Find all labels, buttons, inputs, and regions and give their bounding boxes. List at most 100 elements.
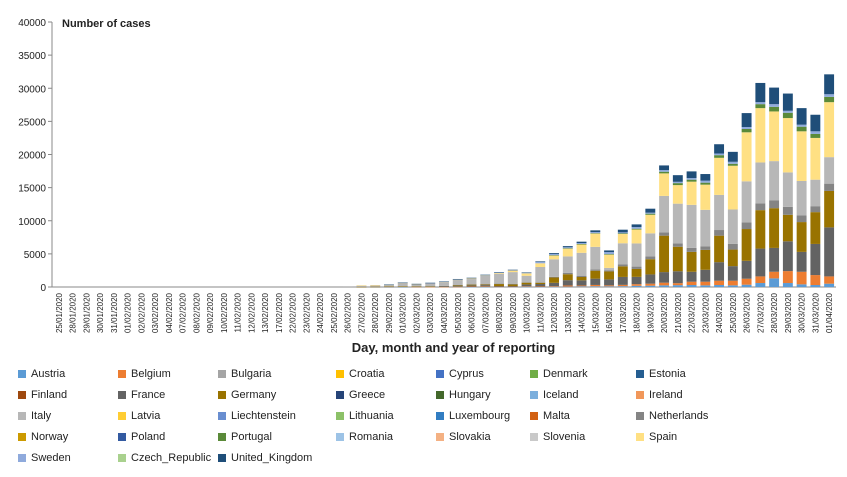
legend-item: Ireland	[636, 389, 683, 401]
y-tick-label: 5000	[24, 250, 47, 261]
legend-label: Spain	[649, 431, 678, 443]
bar-segment-germany	[796, 222, 807, 252]
bar-segment-netherlands	[645, 256, 656, 260]
bar-segment-sweden	[604, 252, 615, 255]
legend-label: Latvia	[131, 410, 161, 422]
bar-segment-france	[672, 271, 683, 284]
x-tick-label: 30/03/2020	[798, 292, 807, 333]
bar-segment-germany	[452, 285, 463, 287]
bar-segment-spain	[356, 285, 367, 286]
x-tick-label: 30/01/2020	[96, 292, 105, 333]
bar-segment-italy	[700, 209, 711, 247]
legend-item: Czech_Republic	[118, 452, 211, 464]
bar-segment-portugal	[549, 255, 559, 256]
bar-segment-sweden	[810, 131, 821, 134]
bar-segment-belgium	[466, 286, 477, 288]
bar-segment-italy	[507, 272, 518, 285]
bar-segment-portugal	[672, 183, 683, 186]
bar-segment-france	[824, 227, 835, 277]
bar-segment-germany	[755, 210, 766, 249]
bar-segment-italy	[480, 275, 491, 285]
bar-segment-belgium	[549, 286, 559, 287]
legend-swatch	[636, 370, 644, 378]
bar-segment-united-kingdom	[755, 82, 766, 103]
legend-label: Netherlands	[649, 410, 709, 422]
bar-segment-united-kingdom	[810, 114, 821, 132]
bar-segment-france	[384, 286, 394, 288]
bar-segment-austria	[727, 285, 738, 287]
legend-label: Hungary	[449, 389, 491, 401]
legend-label: Croatia	[349, 368, 385, 380]
bar-segment-netherlands	[562, 272, 573, 275]
bar-segment-united-kingdom	[549, 253, 559, 254]
bar-segment-united-kingdom	[466, 277, 477, 279]
bar-segment-united-kingdom	[700, 174, 711, 181]
bar-segment-belgium	[631, 284, 642, 286]
bar-segment-portugal	[796, 126, 807, 132]
bar-segment-netherlands	[769, 200, 780, 209]
bar-segment-sweden	[714, 153, 725, 156]
bar-segment-france	[480, 285, 491, 287]
bar-segment-netherlands	[466, 284, 477, 285]
legend-label: Lithuania	[349, 410, 394, 422]
bar-segment-sweden	[645, 212, 656, 214]
bar-segment-belgium	[480, 286, 491, 287]
bar-segment-france	[714, 262, 725, 281]
bar-segment-belgium	[535, 286, 546, 287]
x-tick-label: 17/02/2020	[275, 292, 284, 333]
bar-segment-portugal	[659, 171, 670, 174]
x-tick-label: 05/03/2020	[454, 292, 463, 333]
y-tick-label: 15000	[18, 184, 46, 195]
bar-segment-germany	[466, 284, 477, 286]
bar-segment-netherlands	[452, 285, 463, 286]
bar-segment-germany	[370, 286, 381, 288]
bar-segment-spain	[466, 278, 477, 280]
legend-swatch	[18, 370, 26, 378]
bar-segment-italy	[439, 282, 449, 286]
bar-segment-france	[521, 284, 532, 287]
bar-segment-netherlands	[824, 183, 835, 191]
x-tick-label: 13/03/2020	[564, 292, 573, 333]
bar-segment-france	[645, 274, 656, 284]
bar-segment-italy	[549, 259, 559, 277]
bar-segment-portugal	[824, 96, 835, 103]
x-tick-label: 28/01/2020	[69, 292, 78, 333]
legend-swatch	[530, 433, 538, 441]
bar-segment-belgium	[494, 286, 504, 288]
legend-item: Luxembourg	[436, 410, 510, 422]
bar-segment-sweden	[700, 180, 711, 183]
x-tick-label: 26/03/2020	[743, 292, 752, 333]
bar-segment-austria	[824, 283, 835, 287]
bar-segment-germany	[356, 286, 367, 288]
bar-segment-spain	[521, 273, 532, 276]
legend-item: Netherlands	[636, 410, 708, 422]
bar-segment-sweden	[480, 275, 491, 276]
x-tick-label: 04/03/2020	[440, 292, 449, 333]
bar-segment-united-kingdom	[796, 108, 807, 125]
bar-segment-france	[411, 286, 422, 288]
legend-swatch	[218, 391, 226, 399]
bar-segment-spain	[370, 285, 381, 286]
bar-segment-germany	[672, 246, 683, 272]
legend-item: Romania	[336, 431, 393, 443]
bar-segment-germany	[824, 190, 835, 228]
bar-segment-italy	[384, 284, 394, 287]
bar-segment-netherlands	[480, 284, 491, 285]
bar-segment-spain	[755, 108, 766, 163]
bar-segment-belgium	[727, 280, 738, 286]
legend-label: Romania	[349, 431, 394, 443]
bar-segment-spain	[796, 131, 807, 181]
legend-swatch	[118, 412, 126, 420]
bar-segment-france	[452, 286, 463, 287]
bar-segment-netherlands	[439, 285, 449, 287]
bar-segment-united-kingdom	[672, 175, 683, 182]
bar-segment-italy	[466, 279, 477, 285]
legend-label: Portugal	[231, 431, 272, 443]
x-tick-label: 25/01/2020	[55, 292, 64, 333]
bar-segment-germany	[727, 249, 738, 267]
legend-swatch	[436, 412, 444, 420]
bar-segment-sweden	[521, 272, 532, 274]
legend-swatch	[118, 370, 126, 378]
legend-item: Germany	[218, 389, 276, 401]
